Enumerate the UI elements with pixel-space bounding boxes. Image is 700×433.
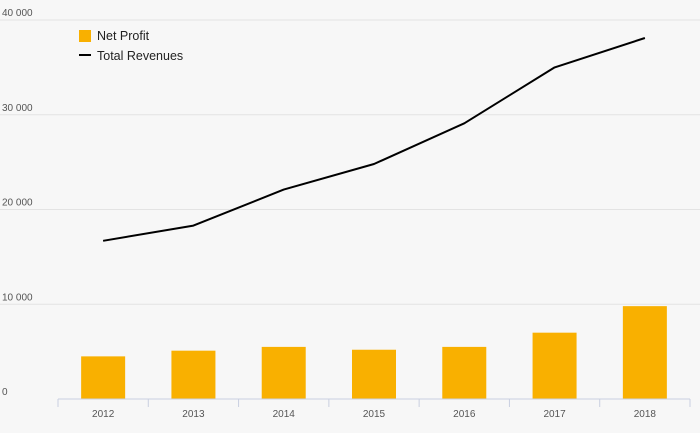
x-tick-label: 2012 <box>92 409 115 420</box>
bar-net-profit-2017 <box>532 332 577 399</box>
x-tick-label: 2013 <box>182 409 205 420</box>
y-tick-label: 40 000 <box>2 8 33 19</box>
x-tick-label: 2014 <box>273 409 296 420</box>
y-tick-label: 30 000 <box>2 103 33 114</box>
x-tick-label: 2017 <box>543 409 566 420</box>
total-revenues-line <box>102 37 646 242</box>
bar-net-profit-2015 <box>352 349 396 399</box>
gridlines <box>0 19 700 305</box>
legend-label-net-profit: Net Profit <box>97 29 150 43</box>
y-axis-tick-labels: 0 10 000 20 000 30 000 40 000 <box>2 8 33 398</box>
bar-net-profit-2018 <box>622 306 667 399</box>
x-tick-label: 2018 <box>634 409 657 420</box>
x-tick-label: 2016 <box>453 409 476 420</box>
y-tick-label: 10 000 <box>2 292 33 303</box>
bar-net-profit-2012 <box>81 356 126 399</box>
y-tick-label: 20 000 <box>2 198 33 209</box>
bar-net-profit-2013 <box>171 350 216 399</box>
bar-net-profit-2016 <box>442 346 487 399</box>
x-axis: 2012 2013 2014 2015 2016 2017 2018 <box>57 398 691 420</box>
legend-label-total-revenues: Total Revenues <box>97 49 183 63</box>
legend-swatch-net-profit <box>79 30 91 42</box>
legend: Net Profit Total Revenues <box>79 29 183 63</box>
x-tick-label: 2015 <box>363 409 386 420</box>
y-tick-label: 0 <box>2 387 8 398</box>
legend-swatch-total-revenues <box>79 54 91 56</box>
net-profit-bars <box>81 306 667 399</box>
bar-net-profit-2014 <box>261 346 306 399</box>
line-total-revenues <box>102 37 646 242</box>
